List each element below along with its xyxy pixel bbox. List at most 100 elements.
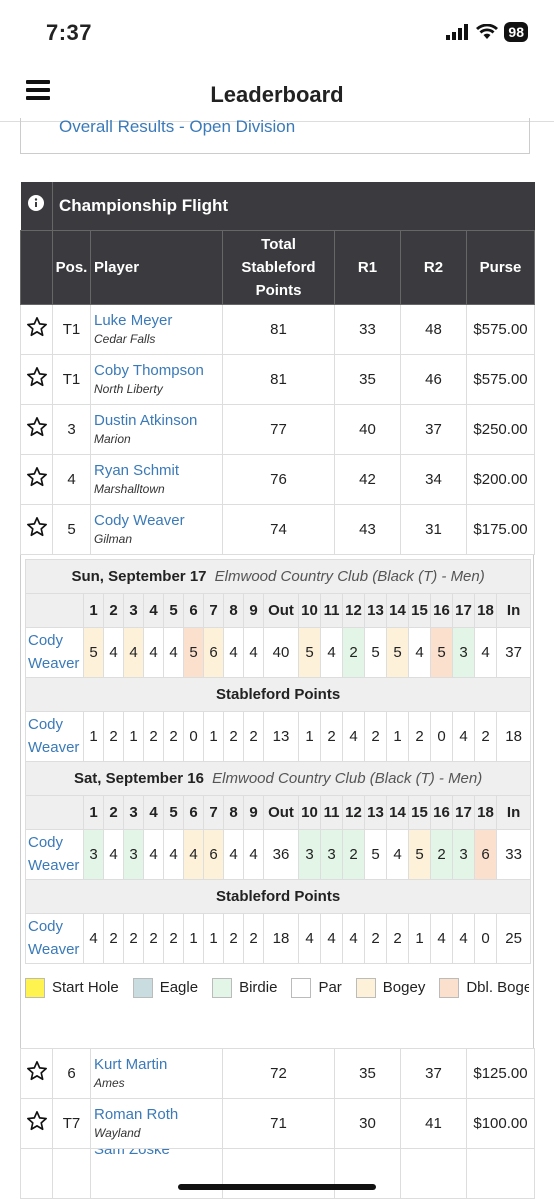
round-course: Elmwood Country Club (Black (T) - Men) bbox=[214, 567, 485, 585]
table-row[interactable]: 6 Kurt Martin Ames 72 35 37 $125.00 bbox=[20, 1047, 535, 1099]
col-total[interactable]: Total Stableford Points bbox=[222, 229, 335, 305]
legend-label: Eagle bbox=[159, 979, 199, 996]
hole-number: 12 bbox=[342, 592, 365, 628]
hole-points: 4 bbox=[298, 912, 321, 964]
total-points: 81 bbox=[222, 303, 335, 355]
hole-number: Out bbox=[263, 794, 299, 830]
legend-label: Par bbox=[318, 979, 342, 996]
hole-number: 8 bbox=[223, 592, 244, 628]
player-name-link[interactable]: Ryan Schmit bbox=[94, 462, 180, 479]
hole-number: 9 bbox=[243, 592, 264, 628]
scorecard-player-name[interactable]: Cody Weaver bbox=[25, 626, 84, 678]
hole-number: 16 bbox=[430, 794, 453, 830]
legend-item: Birdie bbox=[212, 977, 277, 998]
purse: $125.00 bbox=[466, 1047, 535, 1099]
player-town: Cedar Falls bbox=[94, 332, 156, 346]
player-name-link[interactable]: Dustin Atkinson bbox=[94, 412, 198, 429]
favorite-star-icon[interactable] bbox=[26, 416, 48, 438]
round-1-points: 43 bbox=[334, 503, 401, 555]
hole-points: 4 bbox=[430, 912, 453, 964]
player-name-link[interactable]: Cody Weaver bbox=[94, 512, 185, 529]
round-date: Sat, September 16 bbox=[73, 769, 204, 787]
player-name-link[interactable]: Roman Roth bbox=[94, 1106, 179, 1123]
table-row[interactable]: T7 Roman Roth Wayland 71 30 41 $100.00 bbox=[20, 1097, 535, 1149]
points-row: Cody Weaver 1 2 1 2 2 0 1 2 2 13 1 2 4 2 1 2 0 4 2 18 bbox=[25, 710, 532, 762]
col-player[interactable]: Player bbox=[90, 229, 223, 305]
favorite-star-icon[interactable] bbox=[26, 1060, 48, 1082]
hole-score: 4 bbox=[103, 626, 124, 678]
hole-score: 4 bbox=[143, 828, 164, 880]
hole-number: 5 bbox=[163, 592, 184, 628]
hole-score: 3 bbox=[123, 828, 144, 880]
hole-points: 2 bbox=[103, 912, 124, 964]
table-row[interactable]: Sam Zoske bbox=[20, 1147, 535, 1199]
leaderboard-table-continued: 6 Kurt Martin Ames 72 35 37 $125.00 T7 Roman Rot… bbox=[20, 1047, 535, 1199]
home-indicator[interactable] bbox=[178, 1184, 376, 1190]
hole-number: Out bbox=[263, 592, 299, 628]
round-date: Sun, September 17 bbox=[71, 567, 207, 585]
col-r1[interactable]: R1 bbox=[334, 229, 401, 305]
round-2-points: 41 bbox=[400, 1097, 467, 1149]
scores-row: Cody Weaver 5 4 4 4 4 5 6 4 4 40 5 4 2 5 5 4 5 3 4 37 bbox=[25, 626, 532, 678]
scorecard-player-name[interactable]: Cody Weaver bbox=[25, 710, 84, 762]
hole-points: 2 bbox=[123, 912, 144, 964]
hole-points: 1 bbox=[123, 710, 144, 762]
legend-swatch bbox=[355, 977, 376, 998]
hole-score: 5 bbox=[83, 626, 104, 678]
col-purse[interactable]: Purse bbox=[465, 229, 536, 305]
scorecard-player-name[interactable]: Cody Weaver bbox=[25, 828, 84, 880]
wifi-icon bbox=[476, 24, 499, 39]
table-row[interactable]: 3 Dustin Atkinson Marion 77 40 37 $250.00 bbox=[20, 403, 536, 455]
purse: $200.00 bbox=[465, 453, 536, 505]
hole-points: 4 bbox=[342, 912, 365, 964]
hole-score: 5 bbox=[364, 626, 387, 678]
legend-swatch bbox=[291, 977, 312, 998]
hole-score: 4 bbox=[103, 828, 124, 880]
points-row: Cody Weaver 4 2 2 2 2 1 1 2 2 18 4 4 4 2 2 1 4 4 0 25 bbox=[25, 912, 532, 964]
favorite-star-icon[interactable] bbox=[26, 516, 48, 538]
legend-item: Start Hole bbox=[25, 977, 119, 998]
legend-label: Bogey bbox=[382, 979, 426, 996]
hole-score: 4 bbox=[223, 626, 244, 678]
leaderboard: Championship Flight Pos. Player Total Sta… bbox=[20, 182, 536, 1199]
menu-icon[interactable] bbox=[26, 80, 50, 100]
hole-score: 3 bbox=[320, 828, 343, 880]
table-row[interactable]: 5 Cody Weaver Gilman 74 43 31 $175.00 bbox=[20, 503, 536, 555]
table-row[interactable]: 4 Ryan Schmit Marshalltown 76 42 34 $200.00 bbox=[20, 453, 536, 505]
total-points: 72 bbox=[222, 1047, 335, 1099]
hole-score: 4 bbox=[123, 626, 144, 678]
hole-points: 2 bbox=[243, 912, 264, 964]
hole-number: 15 bbox=[408, 592, 431, 628]
hole-number: 14 bbox=[386, 592, 409, 628]
legend-swatch bbox=[439, 977, 460, 998]
info-icon[interactable] bbox=[28, 195, 45, 212]
player-name-link[interactable]: Kurt Martin bbox=[94, 1056, 168, 1073]
scorecard-player-name[interactable]: Cody Weaver bbox=[25, 912, 84, 964]
hole-score: 6 bbox=[474, 828, 497, 880]
favorite-star-icon[interactable] bbox=[26, 1110, 48, 1132]
hole-score: 4 bbox=[183, 828, 204, 880]
player-name-link[interactable]: Sam Zoske bbox=[94, 1148, 170, 1158]
hole-points: 2 bbox=[386, 912, 409, 964]
favorite-star-icon[interactable] bbox=[26, 366, 48, 388]
favorite-star-icon[interactable] bbox=[26, 316, 48, 338]
player-town: Marshalltown bbox=[94, 482, 165, 496]
col-r2[interactable]: R2 bbox=[400, 229, 467, 305]
player-town: Marion bbox=[94, 432, 131, 446]
legend-label: Start Hole bbox=[52, 979, 119, 996]
player-name-link[interactable]: Luke Meyer bbox=[94, 312, 173, 329]
favorite-star-icon[interactable] bbox=[26, 466, 48, 488]
position: T1 bbox=[52, 303, 91, 355]
table-row[interactable]: T1 Luke Meyer Cedar Falls 81 33 48 $575.00 bbox=[20, 303, 536, 355]
round-2-points: 34 bbox=[400, 453, 467, 505]
overall-results-link[interactable]: Overall Results - Open Division bbox=[59, 117, 296, 136]
position: 6 bbox=[52, 1047, 91, 1099]
col-pos[interactable]: Pos. bbox=[52, 229, 91, 305]
hole-number: 13 bbox=[364, 592, 387, 628]
round-1-points: 33 bbox=[334, 303, 401, 355]
player-name-link[interactable]: Coby Thompson bbox=[94, 362, 204, 379]
hole-score: 2 bbox=[430, 828, 453, 880]
hole-points: 2 bbox=[223, 912, 244, 964]
table-row[interactable]: T1 Coby Thompson North Liberty 81 35 46 $575.0… bbox=[20, 353, 536, 405]
hole-number: 17 bbox=[452, 794, 475, 830]
